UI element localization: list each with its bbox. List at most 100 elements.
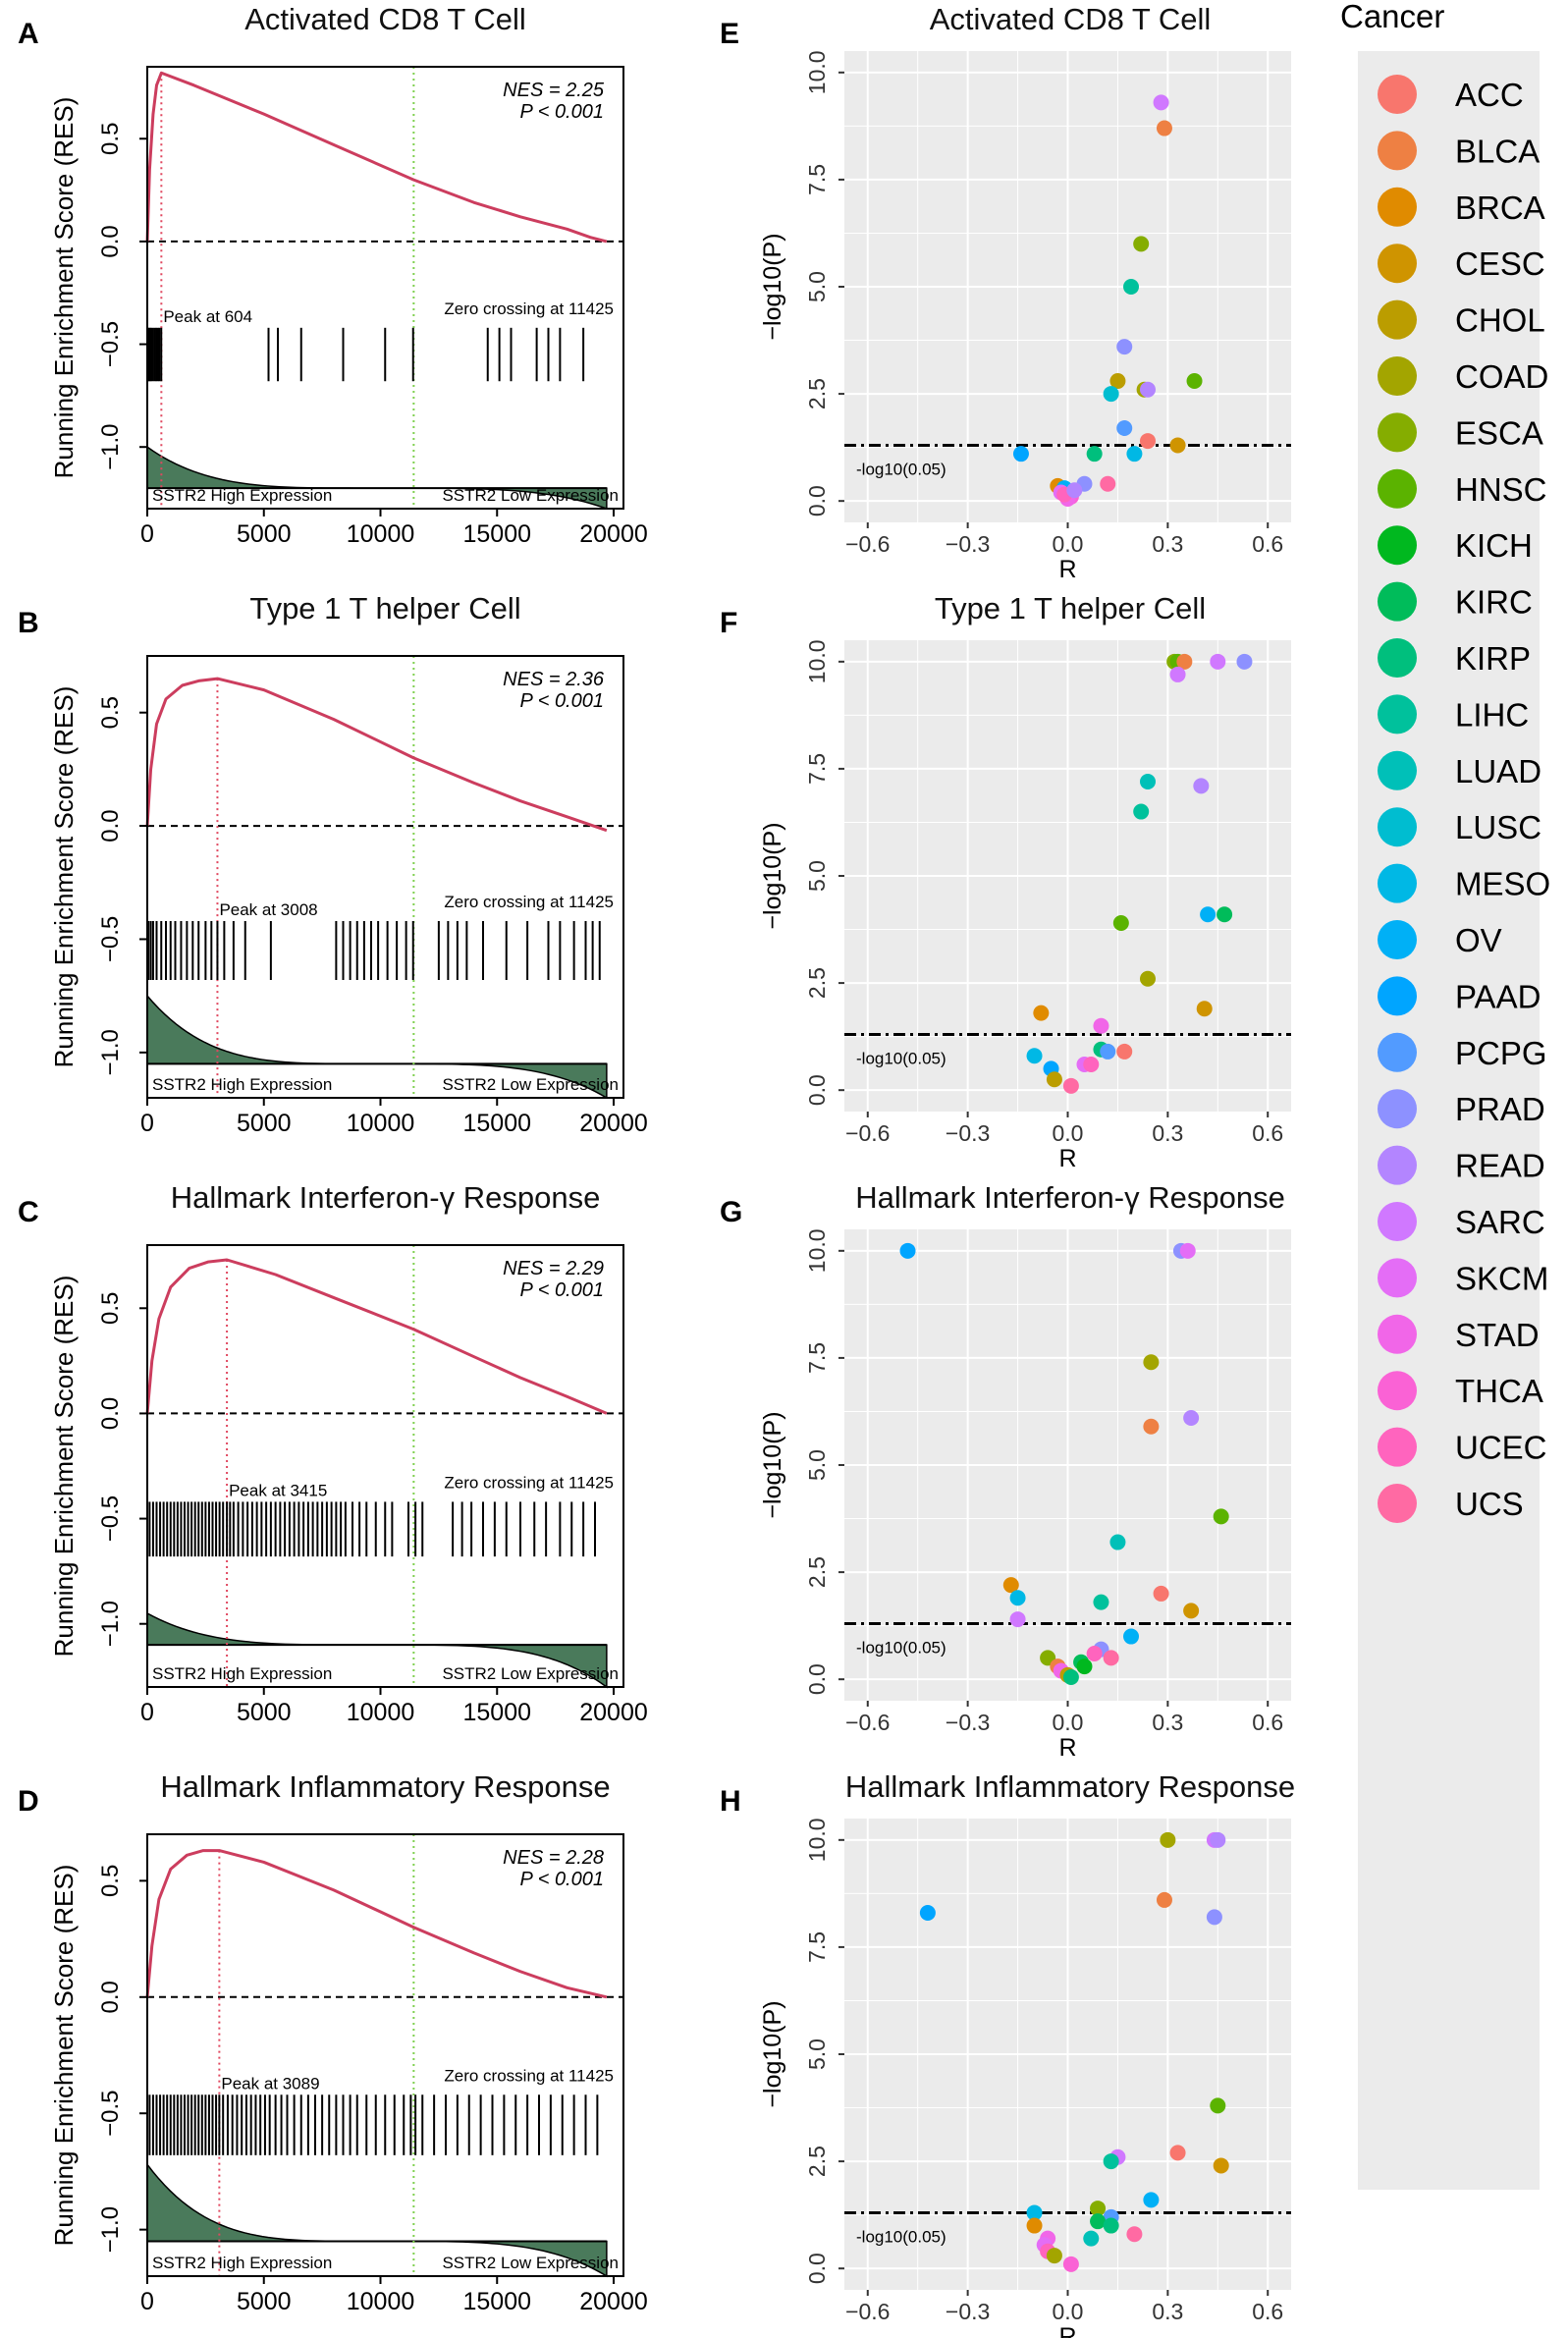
- significance-label: -log10(0.05): [856, 2227, 946, 2246]
- y-tick-label: 2.5: [804, 378, 830, 409]
- high-expression-label: SSTR2 High Expression: [152, 1075, 332, 1094]
- x-axis-label: R: [1058, 1734, 1076, 1762]
- legend-item-label: HNSC: [1455, 471, 1547, 508]
- legend-item-label: KIRC: [1455, 584, 1533, 621]
- x-tick-label: 0.6: [1252, 2299, 1283, 2324]
- x-tick-label: 0: [140, 2288, 154, 2315]
- data-point: [1086, 1646, 1103, 1661]
- data-point: [1086, 446, 1103, 462]
- legend-swatch: [1378, 1314, 1417, 1354]
- legend-item-label: PAAD: [1455, 978, 1541, 1014]
- data-point: [1169, 437, 1186, 454]
- p-label: P < 0.001: [520, 690, 604, 712]
- x-tick-label: 0.3: [1152, 2299, 1183, 2324]
- y-axis-label: −log10(P): [759, 822, 786, 929]
- legend-swatch: [1378, 920, 1417, 959]
- res-curve: [145, 677, 608, 833]
- panel-letter: F: [720, 607, 737, 639]
- metric-area-high: [146, 1611, 377, 1646]
- x-tick-label: 0.6: [1252, 531, 1283, 557]
- data-point: [1062, 1077, 1079, 1094]
- y-tick-label: −0.5: [97, 916, 124, 962]
- y-tick-label: 0.0: [804, 485, 830, 517]
- data-point: [1176, 653, 1193, 670]
- y-tick-label: 0.0: [804, 1663, 830, 1695]
- legend-item-label: CHOL: [1455, 302, 1545, 339]
- data-point: [1116, 339, 1133, 355]
- y-tick-label: −0.5: [97, 1495, 124, 1542]
- data-point: [1116, 1043, 1133, 1060]
- y-tick-label: 0.0: [97, 809, 124, 842]
- legend-item-label: CESC: [1455, 245, 1545, 282]
- x-tick-label: 0: [140, 1699, 154, 1726]
- y-tick-label: −1.0: [97, 2206, 124, 2253]
- panel-title: Activated CD8 T Cell: [930, 2, 1212, 36]
- legend-swatch: [1378, 863, 1417, 903]
- gsea-panel-a: A Activated CD8 T Cell NES = 2.25P < 0.001…: [18, 2, 648, 548]
- x-tick-label: 0: [140, 1110, 154, 1137]
- y-axis-label: −log10(P): [759, 233, 786, 340]
- data-point: [1033, 1005, 1050, 1021]
- legend-item-label: UCEC: [1455, 1430, 1547, 1466]
- res-curve: [145, 1258, 608, 1415]
- x-tick-label: −0.6: [845, 531, 890, 557]
- y-tick-label: 0.0: [804, 2253, 830, 2284]
- data-point: [1083, 2230, 1100, 2247]
- legend-item-label: SARC: [1455, 1204, 1545, 1240]
- legend-item-label: LIHC: [1455, 696, 1529, 733]
- plot-frame: [146, 66, 624, 510]
- metric-area-high: [146, 994, 377, 1065]
- legend-swatch: [1378, 750, 1417, 790]
- legend-item-label: ESCA: [1455, 414, 1543, 451]
- x-tick-label: 0.6: [1252, 1120, 1283, 1146]
- panel-title: Hallmark Interferon-γ Response: [855, 1180, 1285, 1215]
- low-expression-label: SSTR2 Low Expression: [442, 486, 619, 505]
- x-tick-label: 5000: [237, 520, 292, 548]
- x-tick-label: −0.3: [946, 2299, 990, 2324]
- legend-item-label: PCPG: [1455, 1035, 1547, 1071]
- legend-swatch: [1378, 187, 1417, 227]
- significance-label: -log10(0.05): [856, 1638, 946, 1657]
- data-point: [1123, 1628, 1140, 1645]
- p-label: P < 0.001: [520, 1869, 604, 1890]
- panel-title: Type 1 T helper Cell: [249, 591, 520, 625]
- legend-item-label: MESO: [1455, 866, 1550, 902]
- low-expression-label: SSTR2 Low Expression: [442, 2254, 619, 2272]
- data-point: [1217, 906, 1233, 923]
- y-tick-label: 0.0: [97, 1397, 124, 1430]
- y-tick-label: 0.5: [97, 123, 124, 155]
- data-point: [1139, 433, 1156, 450]
- data-point: [1193, 778, 1210, 794]
- data-point: [1210, 2097, 1226, 2114]
- peak-label: Peak at 604: [163, 307, 252, 326]
- res-curve: [145, 71, 608, 244]
- x-tick-label: −0.3: [946, 1710, 990, 1735]
- peak-label: Peak at 3415: [229, 1481, 327, 1499]
- y-axis-label: Running Enrichment Score (RES): [49, 1865, 79, 2247]
- x-axis-label: R: [1058, 556, 1076, 583]
- data-point: [1093, 1594, 1109, 1610]
- legend-swatch: [1378, 356, 1417, 396]
- legend-item-label: SKCM: [1455, 1260, 1548, 1296]
- legend-item-label: LUAD: [1455, 753, 1541, 789]
- data-point: [919, 1905, 936, 1921]
- scatter-panel-e: E Activated CD8 T Cell -log10(0.05) −0.6 −0.…: [720, 2, 1291, 583]
- data-point: [1026, 2204, 1043, 2221]
- x-tick-label: 0.0: [1053, 2299, 1084, 2324]
- plot-frame: [146, 1244, 624, 1688]
- y-tick-label: 0.5: [97, 696, 124, 729]
- data-point: [1169, 2145, 1186, 2161]
- scatter-panel-g: G Hallmark Interferon-γ Response -log10(0.…: [720, 1180, 1291, 1762]
- legend-swatch: [1378, 694, 1417, 734]
- x-tick-label: 0.3: [1152, 531, 1183, 557]
- legend-item-label: BRCA: [1455, 190, 1545, 226]
- panel-letter: B: [18, 607, 39, 639]
- data-point: [1183, 1603, 1200, 1619]
- data-point: [1153, 1585, 1169, 1602]
- data-point: [1009, 1590, 1026, 1606]
- legend-item-label: UCS: [1455, 1486, 1524, 1522]
- x-tick-label: 10000: [347, 520, 415, 548]
- low-expression-label: SSTR2 Low Expression: [442, 1075, 619, 1094]
- data-point: [1169, 666, 1186, 682]
